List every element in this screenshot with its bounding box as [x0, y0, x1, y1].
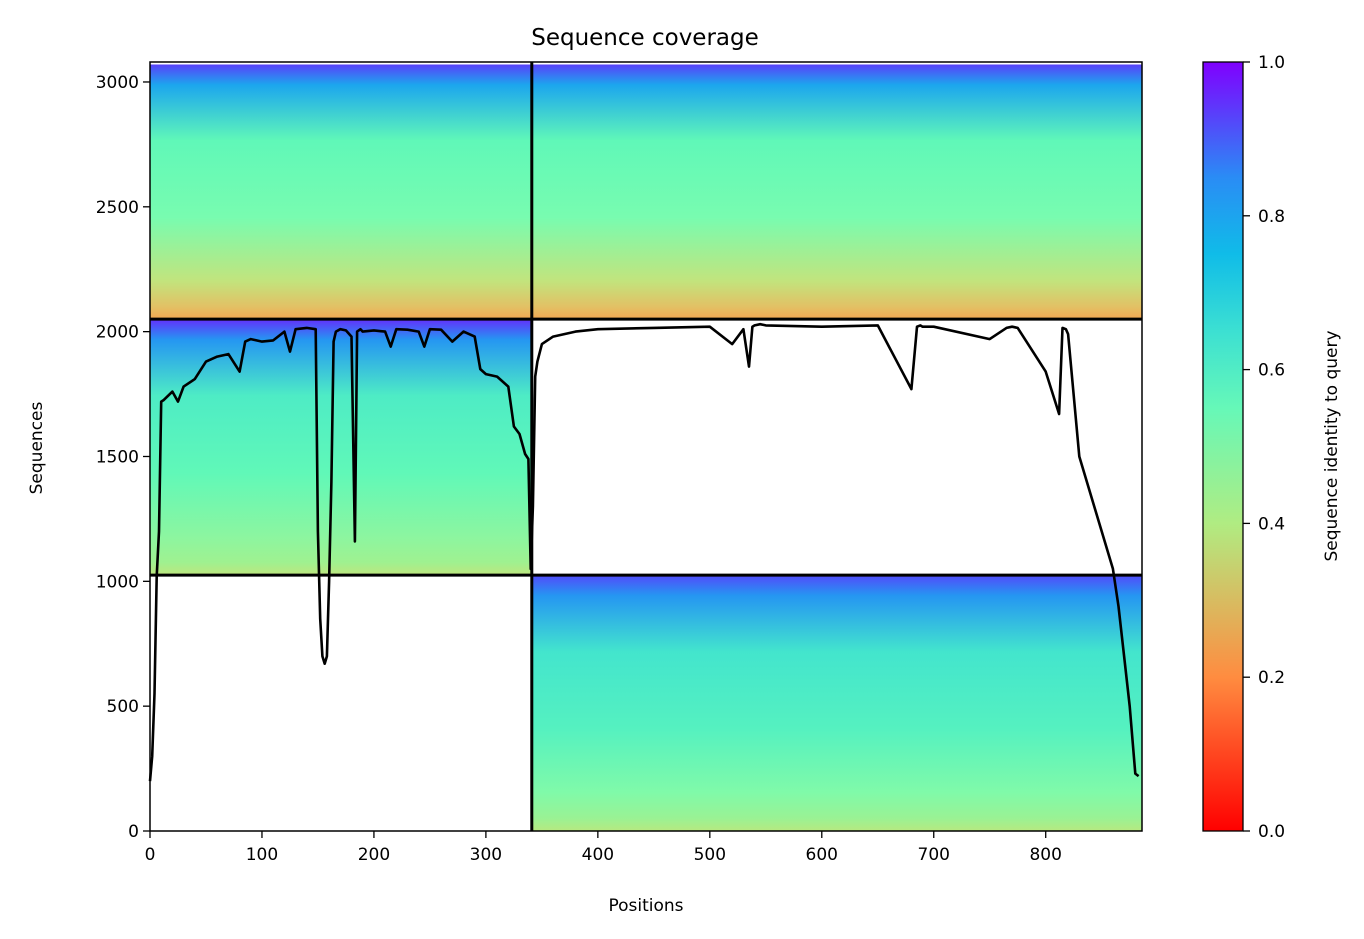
chart-title: Sequence coverage — [531, 25, 759, 51]
coverage-blocks — [150, 64, 1142, 831]
x-tick-label: 200 — [358, 845, 390, 865]
coverage-block — [150, 319, 532, 576]
x-tick-label: 500 — [694, 845, 726, 865]
colorbar-gradient — [1202, 61, 1244, 832]
colorbar-tick-label: 0.6 — [1258, 361, 1285, 381]
y-tick-label: 1500 — [96, 447, 139, 467]
y-tick-label: 2500 — [96, 198, 139, 218]
x-tick-label: 600 — [806, 845, 838, 865]
colorbar: 0.0 0.2 0.4 0.6 0.8 1.0 Sequence identity to … — [1202, 53, 1342, 842]
colorbar-tick-label: 0.4 — [1258, 514, 1285, 534]
colorbar-tick-label: 0.8 — [1258, 207, 1285, 227]
x-tick-label: 800 — [1029, 845, 1061, 865]
x-axis-label: Positions — [608, 896, 683, 916]
coverage-line-layer — [148, 322, 1140, 782]
coverage-line — [148, 322, 1140, 782]
x-tick-label: 0 — [145, 845, 156, 865]
colorbar-tick-label: 0.0 — [1258, 822, 1285, 842]
y-tick-label: 1000 — [96, 572, 139, 592]
colorbar-ticks: 0.0 0.2 0.4 0.6 0.8 1.0 — [1243, 53, 1285, 842]
x-tick-label: 100 — [246, 845, 278, 865]
y-tick-label: 0 — [128, 822, 139, 842]
y-tick-label: 3000 — [96, 73, 139, 93]
coverage-block — [150, 64, 532, 320]
y-tick-label: 500 — [107, 697, 139, 717]
x-tick-label: 700 — [918, 845, 950, 865]
y-tick-label: 2000 — [96, 323, 139, 343]
plot-frame — [149, 61, 1143, 832]
coverage-block — [531, 64, 1142, 320]
colorbar-tick-label: 0.2 — [1258, 668, 1285, 688]
colorbar-tick-label: 1.0 — [1258, 53, 1285, 73]
x-tick-label: 300 — [470, 845, 502, 865]
coverage-block — [531, 575, 1142, 831]
colorbar-label: Sequence identity to query — [1322, 330, 1342, 561]
x-tick-label: 400 — [582, 845, 614, 865]
axes: 0 100 200 300 400 500 600 700 800 0 500 1000 1500 200… — [96, 61, 1143, 865]
y-axis-label: Sequences — [27, 402, 47, 495]
chain-boundaries — [150, 62, 1142, 831]
